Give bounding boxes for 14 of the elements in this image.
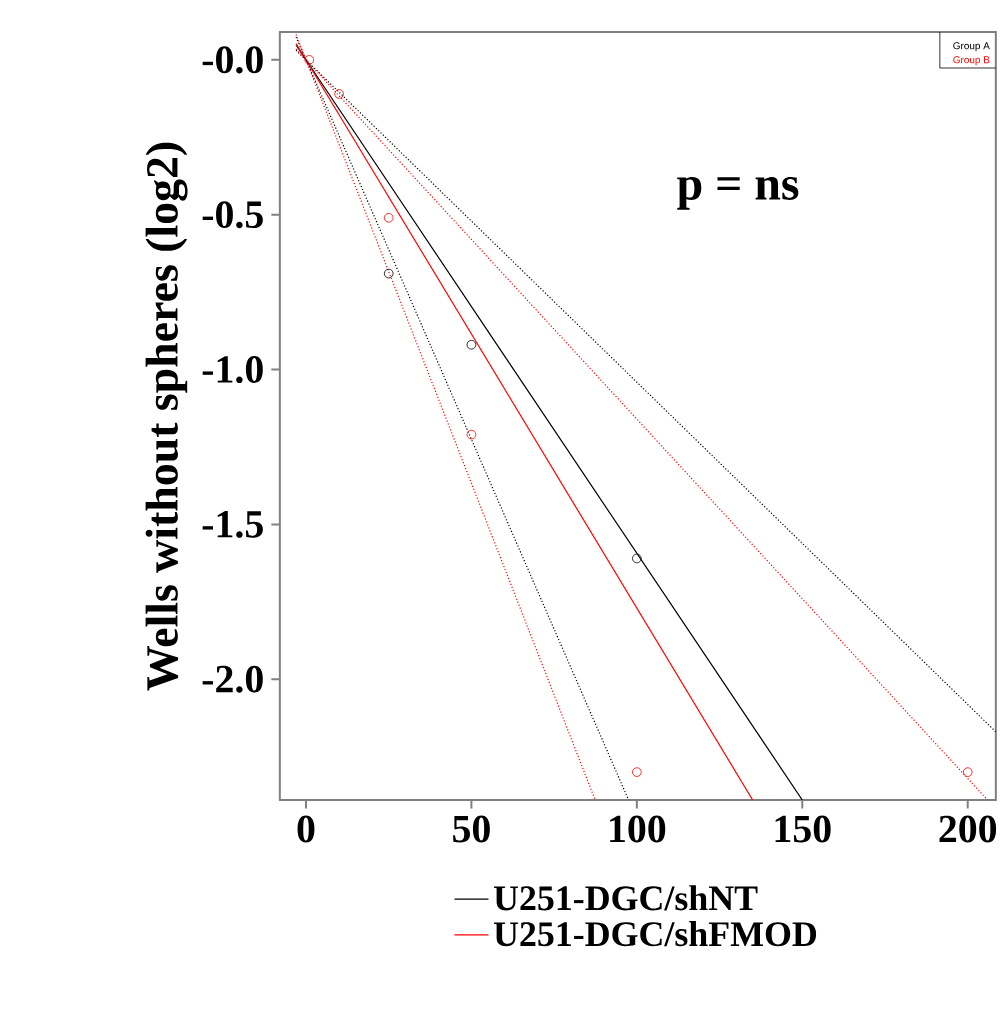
y-tick-label: -0.5 — [202, 201, 263, 229]
y-tick-label: -2.0 — [202, 665, 263, 693]
x-tick-label: 0 — [297, 815, 315, 843]
legend-label: U251-DGC/shNT — [494, 885, 758, 911]
y-tick-label: -0.0 — [202, 46, 263, 74]
x-tick-label: 50 — [453, 815, 490, 843]
y-axis-title: Wells without spheres (log2) — [145, 142, 188, 691]
y-tick-label: -1.5 — [202, 510, 263, 538]
annotation: p = ns — [677, 176, 799, 210]
y-tick-label: -1.0 — [202, 356, 263, 384]
x-tick-label: 100 — [610, 815, 666, 843]
x-tick-label: 200 — [939, 815, 997, 843]
x-tick-label: 150 — [775, 815, 831, 843]
legend-label: U251-DGC/shFMOD — [494, 920, 817, 947]
